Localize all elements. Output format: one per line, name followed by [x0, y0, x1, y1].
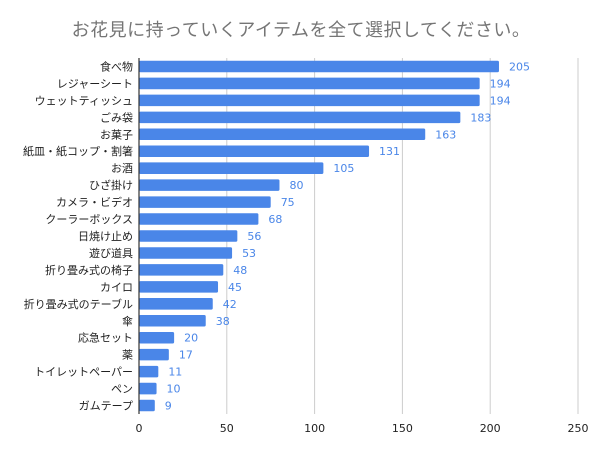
data-label: 48: [233, 264, 247, 277]
data-label: 45: [228, 281, 242, 294]
data-label: 17: [179, 349, 193, 362]
bar: [139, 94, 480, 107]
bar: [139, 145, 370, 158]
category-label: 傘: [122, 315, 133, 328]
bar: [139, 196, 271, 208]
category-label: 応急セット: [78, 331, 133, 345]
bar: [139, 298, 213, 310]
bar: [139, 331, 175, 344]
data-label: 56: [247, 230, 261, 243]
data-label: 75: [281, 196, 295, 209]
bar: [139, 348, 169, 361]
category-label: トイレットペーパー: [34, 366, 133, 379]
bar: [139, 247, 233, 259]
bar: [139, 128, 426, 141]
x-tick-label: 250: [568, 422, 589, 435]
data-label: 10: [167, 383, 181, 396]
data-label: 11: [168, 366, 182, 379]
bar: [139, 213, 259, 225]
chart-title: お花見に持っていくアイテムを全て選択してください。: [71, 20, 531, 41]
category-label: お酒: [111, 162, 133, 175]
category-label: 折り畳み式のテーブル: [24, 297, 133, 311]
x-tick-label: 50: [220, 422, 234, 435]
data-label: 9: [165, 400, 172, 413]
bar: [139, 230, 238, 242]
data-label: 183: [470, 111, 491, 124]
data-label: 194: [490, 77, 511, 90]
data-label: 131: [379, 145, 400, 158]
data-label: 38: [216, 315, 230, 328]
bar: [139, 399, 155, 412]
category-label: ウェットティッシュ: [35, 94, 133, 107]
category-label: クーラーボックス: [45, 213, 133, 226]
x-tick-label: 100: [304, 422, 325, 435]
bar: [139, 162, 324, 174]
bar: [139, 264, 224, 276]
bar: [139, 179, 280, 191]
bar: [139, 111, 461, 124]
category-label: ひざ掛け: [89, 178, 133, 192]
data-label: 20: [184, 332, 198, 345]
x-tick-label: 200: [480, 422, 501, 435]
category-label: お菓子: [100, 128, 133, 141]
data-label: 53: [242, 247, 256, 260]
bar: [139, 365, 159, 378]
bar: [139, 77, 480, 90]
category-label: ガムテープ: [79, 400, 133, 413]
data-label: 68: [268, 213, 282, 226]
category-label: ごみ袋: [100, 110, 133, 124]
category-label: カイロ: [100, 281, 133, 294]
x-tick-label: 0: [136, 422, 143, 435]
data-label: 163: [435, 128, 456, 141]
data-label: 42: [223, 298, 237, 311]
category-label: レジャーシート: [57, 77, 133, 90]
category-label: ペン: [111, 383, 133, 396]
bar: [139, 382, 157, 395]
data-label: 80: [289, 179, 303, 192]
category-label: 薬: [122, 349, 133, 362]
data-label: 105: [333, 162, 354, 175]
category-label: 日焼け止め: [78, 230, 133, 243]
bar: [139, 314, 206, 327]
category-label: 食べ物: [100, 59, 133, 73]
x-tick-label: 150: [392, 422, 413, 435]
data-label: 205: [509, 60, 530, 73]
bar: [139, 60, 499, 73]
category-label: 遊び道具: [89, 246, 133, 260]
data-label: 194: [490, 94, 511, 107]
category-label: カメラ・ビデオ: [56, 195, 133, 209]
category-label: 折り畳み式の椅子: [45, 263, 133, 277]
category-label: 紙皿・紙コップ・割箸: [23, 144, 133, 158]
bar: [139, 281, 219, 293]
